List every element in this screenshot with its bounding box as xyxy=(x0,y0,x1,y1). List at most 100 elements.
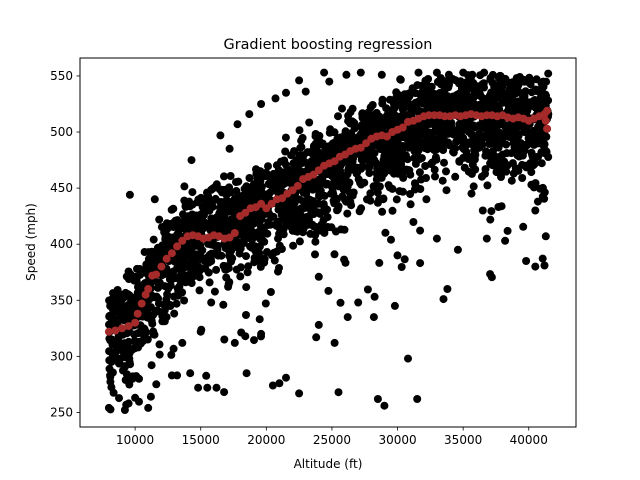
observed-point xyxy=(353,168,362,177)
observed-point xyxy=(539,140,548,149)
observed-point xyxy=(153,307,162,316)
observed-point xyxy=(449,147,457,156)
observed-point xyxy=(366,189,375,198)
observed-point xyxy=(540,194,549,203)
observed-point xyxy=(186,212,195,221)
observed-point xyxy=(255,242,264,251)
observed-point xyxy=(358,162,367,171)
observed-point xyxy=(225,144,234,153)
observed-point xyxy=(275,379,284,388)
observed-point xyxy=(335,142,344,151)
observed-point xyxy=(445,141,454,150)
observed-point xyxy=(438,176,447,185)
observed-point xyxy=(174,229,183,238)
predicted-point xyxy=(267,199,276,208)
observed-point xyxy=(478,82,487,91)
predicted-point xyxy=(111,326,120,335)
observed-point xyxy=(395,187,404,196)
observed-point xyxy=(296,166,304,175)
observed-point xyxy=(393,132,402,141)
observed-point xyxy=(160,306,169,315)
observed-point xyxy=(149,330,158,339)
predicted-point xyxy=(330,157,339,166)
observed-point xyxy=(226,255,235,264)
observed-point xyxy=(368,156,377,165)
observed-point xyxy=(196,327,205,336)
observed-point xyxy=(264,162,272,171)
observed-point xyxy=(260,227,269,236)
observed-point xyxy=(281,133,290,142)
observed-point xyxy=(435,99,444,108)
observed-point xyxy=(513,151,522,160)
predicted-point xyxy=(293,181,302,190)
observed-point xyxy=(339,135,348,144)
observed-point xyxy=(149,235,158,244)
observed-point xyxy=(310,154,319,162)
observed-point xyxy=(333,134,342,143)
observed-point xyxy=(120,406,129,414)
observed-point xyxy=(170,309,179,318)
observed-point xyxy=(344,111,353,120)
observed-point xyxy=(270,256,279,265)
observed-point xyxy=(343,313,352,322)
observed-point xyxy=(388,184,397,193)
observed-point xyxy=(207,298,216,307)
observed-point xyxy=(429,139,438,148)
observed-point xyxy=(343,170,352,179)
observed-point xyxy=(107,357,116,366)
observed-point xyxy=(244,197,253,206)
x-axis-label: Altitude (ft) xyxy=(294,457,363,471)
observed-point xyxy=(404,354,412,363)
observed-point xyxy=(240,234,249,243)
observed-point xyxy=(520,101,529,110)
observed-point xyxy=(357,180,366,189)
observed-point xyxy=(375,112,384,121)
observed-point xyxy=(316,223,325,232)
observed-point xyxy=(144,403,153,412)
observed-point xyxy=(105,347,114,356)
observed-point xyxy=(469,78,478,87)
observed-point xyxy=(439,295,448,304)
observed-point xyxy=(488,161,497,170)
observed-point xyxy=(541,232,550,241)
observed-point xyxy=(534,122,543,131)
observed-point xyxy=(412,146,421,155)
observed-point xyxy=(336,298,345,307)
observed-point xyxy=(234,244,243,252)
observed-point xyxy=(155,215,164,224)
observed-point xyxy=(173,371,182,380)
observed-point xyxy=(206,221,215,230)
observed-point xyxy=(142,265,151,273)
observed-point xyxy=(309,143,318,151)
observed-point xyxy=(417,175,426,184)
observed-point xyxy=(256,235,265,243)
observed-point xyxy=(442,186,451,195)
observed-point xyxy=(247,187,256,196)
y-tick-label: 500 xyxy=(50,125,73,139)
observed-point xyxy=(256,171,265,180)
observed-point xyxy=(144,255,153,263)
observed-point xyxy=(459,153,468,162)
observed-point xyxy=(313,136,322,144)
observed-point xyxy=(532,75,541,84)
observed-point xyxy=(298,228,307,237)
observed-point xyxy=(115,394,123,403)
x-tick-label: 15000 xyxy=(182,433,220,447)
observed-point xyxy=(212,265,221,274)
observed-point xyxy=(536,184,545,193)
observed-point xyxy=(487,207,496,216)
observed-point xyxy=(222,224,231,232)
observed-point xyxy=(301,87,310,96)
observed-point xyxy=(325,142,334,151)
observed-point xyxy=(226,172,235,180)
observed-point xyxy=(406,200,415,209)
observed-point xyxy=(500,94,509,103)
observed-point xyxy=(277,245,286,253)
observed-point xyxy=(240,184,249,193)
y-tick-label: 400 xyxy=(50,237,73,251)
plot-frame xyxy=(79,57,577,428)
observed-point xyxy=(155,340,164,349)
observed-point xyxy=(374,121,383,130)
observed-point xyxy=(373,198,382,207)
